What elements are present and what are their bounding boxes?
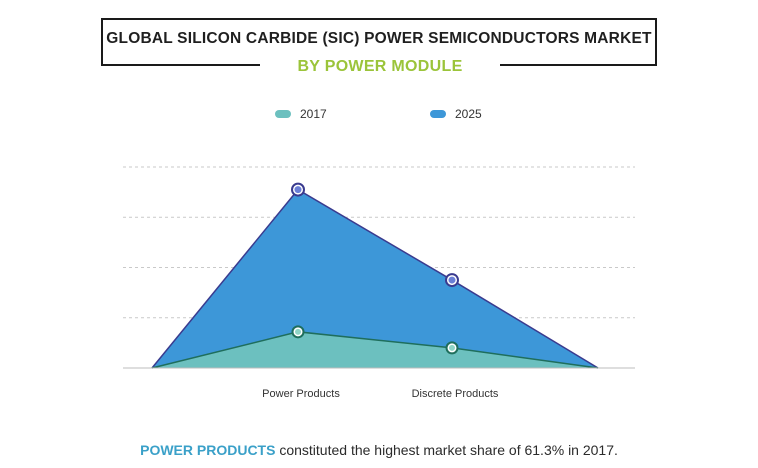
- point-inner-2017-1: [295, 328, 301, 335]
- line-2017: [151, 331, 599, 369]
- line-2025: [151, 188, 599, 369]
- x-tick-label: Discrete Products: [412, 388, 499, 400]
- point-inner-2025-1: [294, 186, 302, 194]
- legend-label-2017: 2017: [300, 107, 327, 121]
- footer-highlight: POWER PRODUCTS: [140, 442, 276, 458]
- chart-subtitle: BY POWER MODULE: [297, 58, 463, 75]
- point-inner-2025-2: [448, 276, 456, 284]
- footer-text: constituted the highest market share of …: [275, 442, 618, 458]
- legend-swatch-2017: [275, 110, 291, 118]
- legend-item-2017: 2017: [275, 106, 327, 122]
- chart-title: GLOBAL SILICON CARBIDE (SIC) POWER SEMIC…: [106, 30, 652, 47]
- subtitle-wrap: BY POWER MODULE: [260, 56, 500, 78]
- legend-label-2025: 2025: [455, 107, 482, 121]
- x-tick-label: Power Products: [262, 388, 340, 400]
- footer-note: POWER PRODUCTS constituted the highest m…: [0, 442, 758, 458]
- point-inner-2017-2: [449, 344, 455, 351]
- area-2025: [152, 189, 598, 368]
- legend-item-2025: 2025: [430, 106, 482, 122]
- legend-swatch-2025: [430, 110, 446, 118]
